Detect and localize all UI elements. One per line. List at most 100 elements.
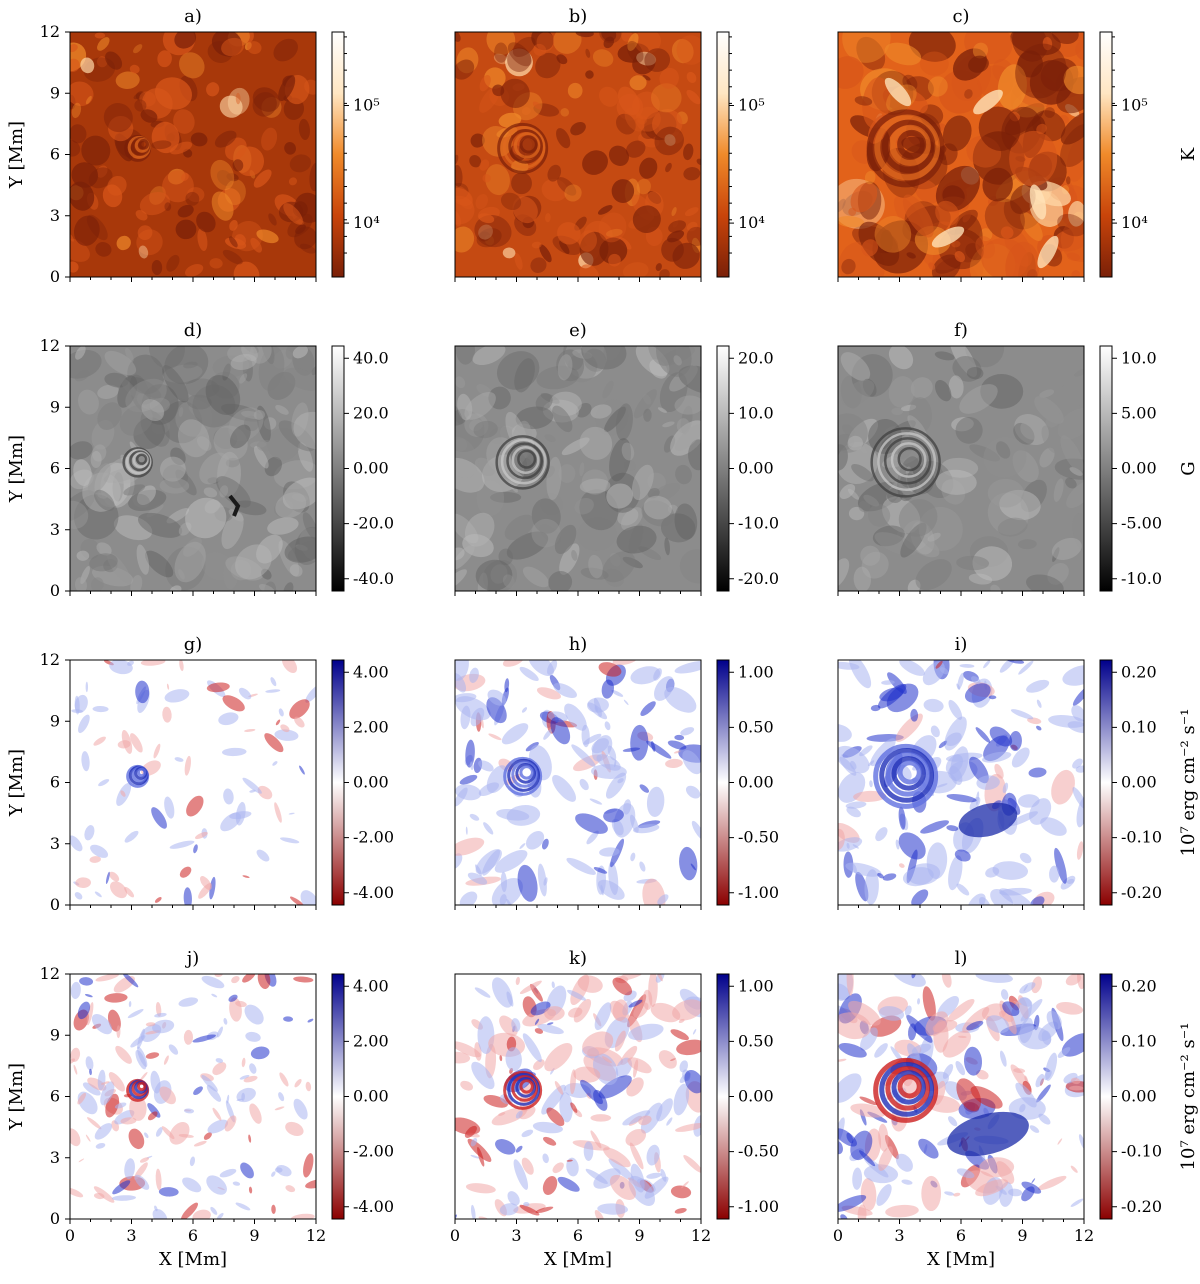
colorbar-tick-label: -1.00 [738,1197,779,1216]
colorbar-tick-label: 0.00 [353,459,389,478]
panel-title: a) [184,6,202,27]
colorbar [716,31,730,278]
colorbar-unit-label: G [1178,461,1199,475]
panel-title: l) [955,948,968,969]
heatmap-image [455,974,701,1219]
x-tick-label: 12 [691,1226,711,1245]
panel-k [454,973,734,1224]
panel-f [837,345,1117,596]
colorbar [716,973,730,1220]
colorbar-tick-label: 0.00 [738,773,774,792]
colorbar-tick-label: -4.00 [353,1197,394,1216]
heatmap-image [70,660,316,905]
colorbar-tick-label: 10.0 [1121,348,1157,367]
colorbar-tick-label: 0.20 [1121,976,1157,995]
panel-title: b) [569,6,588,27]
x-tick-label: 3 [511,1226,521,1245]
y-axis-label: Y [Mm] [6,1063,27,1131]
panel-title: f) [954,320,968,341]
x-tick-label: 12 [1074,1226,1094,1245]
colorbar-tick-label: 0.00 [353,773,389,792]
colorbar-tick-label: -4.00 [353,883,394,902]
colorbar-tick-label: 2.00 [353,1031,389,1050]
panel-b [454,31,734,282]
panel-title: h) [569,634,588,655]
colorbar-tick-label: 1.00 [738,662,774,681]
y-tick-label: 6 [50,145,60,164]
colorbar-tick-label: 10⁵ [1121,96,1148,115]
colorbar-tick-label: -1.00 [738,883,779,902]
colorbar-tick-label: 10.0 [738,403,774,422]
colorbar-tick-label: 0.50 [738,717,774,736]
y-tick-label: 0 [50,267,60,286]
y-tick-label: 9 [50,397,60,416]
colorbar-tick-label: 4.00 [353,976,389,995]
colorbar-tick-label: 10⁴ [738,213,765,232]
x-tick-label: 3 [894,1226,904,1245]
heatmap-image [838,974,1084,1219]
colorbar-tick-label: 20.0 [738,348,774,367]
colorbar-tick-label: 0.10 [1121,1031,1157,1050]
panel-title: c) [952,6,969,27]
colorbar-tick-label: 10⁴ [353,213,380,232]
panel-title: d) [184,320,203,341]
heatmap-image [455,346,701,591]
colorbar-tick-label: 10⁵ [738,96,765,115]
heatmap-image [70,32,316,277]
heatmap-image [838,660,1084,905]
y-tick-label: 6 [50,459,60,478]
y-tick-label: 9 [50,1025,60,1044]
x-tick-label: 9 [634,1226,644,1245]
x-tick-label: 6 [573,1226,583,1245]
panel-title: k) [569,948,587,969]
y-tick-label: 9 [50,83,60,102]
x-tick-label: 6 [188,1226,198,1245]
colorbar-tick-label: 0.00 [738,1087,774,1106]
colorbar-tick-label: 20.0 [353,403,389,422]
panel-a [65,31,349,282]
y-tick-label: 12 [40,964,60,983]
colorbar [1099,659,1113,906]
colorbar-tick-label: 0.00 [738,459,774,478]
panel-title: i) [955,634,968,655]
y-tick-label: 6 [50,773,60,792]
colorbar-tick-label: -0.50 [738,828,779,847]
colorbar-tick-label: -0.20 [1121,883,1162,902]
colorbar [1099,973,1113,1220]
colorbar-tick-label: -0.10 [1121,828,1162,847]
panel-title: g) [184,634,203,655]
colorbar-unit-label: K [1178,147,1199,161]
colorbar-unit-label: 10⁷ erg cm⁻² s⁻¹ [1178,709,1199,857]
y-tick-label: 9 [50,711,60,730]
colorbar-tick-label: -0.10 [1121,1142,1162,1161]
colorbar-tick-label: -10.0 [1121,569,1162,588]
panel-c [837,31,1117,282]
colorbar [716,345,730,592]
heatmap-image [455,32,701,277]
colorbar-tick-label: 0.10 [1121,717,1157,736]
colorbar-tick-label: 10⁵ [353,96,380,115]
colorbar-tick-label: 0.00 [1121,773,1157,792]
colorbar-tick-label: -20.0 [353,514,394,533]
x-tick-label: 9 [249,1226,259,1245]
panel-title: j) [185,948,200,969]
x-tick-label: 3 [126,1226,136,1245]
y-tick-label: 6 [50,1087,60,1106]
y-tick-label: 3 [50,1148,60,1167]
y-tick-label: 3 [50,834,60,853]
colorbar-tick-label: 0.50 [738,1031,774,1050]
x-tick-label: 9 [1017,1226,1027,1245]
panel-j [65,973,349,1224]
panel-d [65,345,349,596]
colorbar [331,345,345,592]
colorbar-unit-label: 10⁷ erg cm⁻² s⁻¹ [1178,1023,1199,1171]
colorbar-tick-label: 1.00 [738,976,774,995]
colorbar-tick-label: -10.0 [738,514,779,533]
panel-g [65,659,349,910]
heatmap-image [70,974,316,1219]
colorbar-tick-label: -40.0 [353,569,394,588]
colorbar [1099,345,1113,592]
y-tick-label: 0 [50,581,60,600]
colorbar-tick-label: -2.00 [353,828,394,847]
